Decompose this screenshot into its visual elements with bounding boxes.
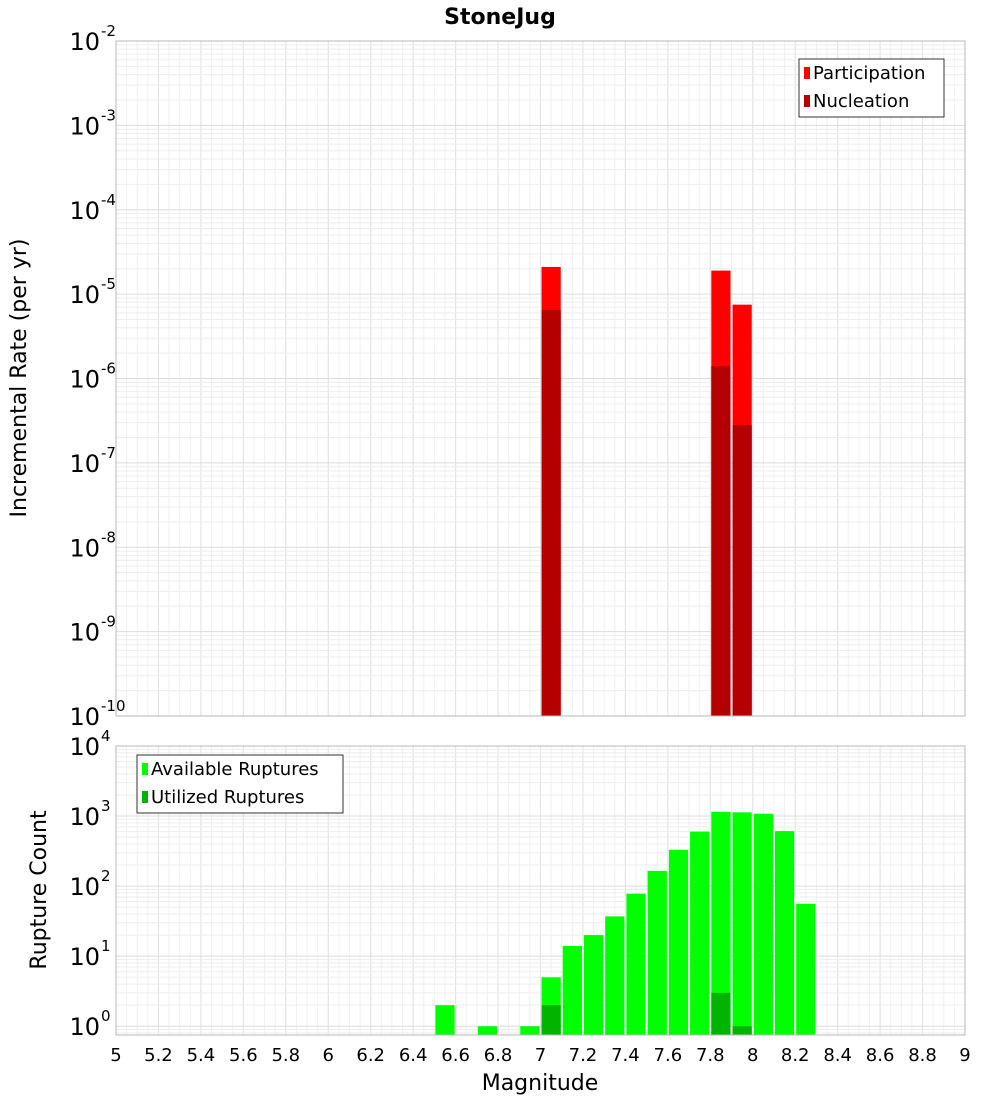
bar-available-ruptures (647, 870, 667, 1035)
y-tick-label: 10 (69, 197, 100, 225)
top-y-axis-label: Incremental Rate (per yr) (7, 239, 32, 518)
y-tick-label: 10 (69, 281, 100, 309)
y-tick-label: 10 (69, 28, 100, 56)
y-tick-exponent: -4 (101, 191, 116, 209)
x-tick-label: 6.8 (484, 1045, 513, 1066)
x-tick-label: 5 (110, 1045, 121, 1066)
y-tick-exponent: -6 (101, 360, 116, 378)
y-tick-label: 10 (69, 1013, 100, 1041)
y-tick-label: 10 (69, 112, 100, 140)
bar-available-ruptures (732, 812, 752, 1035)
bar-nucleation (732, 425, 752, 716)
x-tick-label: 5.2 (144, 1045, 173, 1066)
bar-nucleation (541, 309, 561, 716)
y-tick-exponent: -8 (101, 528, 116, 546)
y-tick-exponent: 2 (101, 867, 111, 885)
x-tick-label: 5.4 (187, 1045, 216, 1066)
bar-available-ruptures (668, 849, 689, 1035)
bar-available-ruptures (690, 831, 710, 1035)
legend-label: Participation (813, 63, 925, 84)
legend: Available Ruptures Utilized Ruptures (136, 754, 344, 814)
legend-swatch (142, 763, 148, 775)
x-axis-ticks: 5 5.2 5.4 5.6 5.8 6 6.2 6.4 6.6 6.8 7 7.2 7.4 7.6 7.8 8… (110, 1045, 970, 1066)
x-tick-label: 7.8 (696, 1045, 725, 1066)
y-tick-exponent: 4 (101, 727, 111, 745)
y-tick-label: 10 (69, 703, 100, 731)
x-tick-label: 7.2 (569, 1045, 598, 1066)
bar-available-ruptures (796, 903, 816, 1035)
bar-utilized-ruptures (541, 1005, 561, 1035)
bar-available-ruptures (774, 831, 795, 1035)
legend-swatch (804, 67, 810, 79)
legend-label: Nucleation (813, 91, 909, 112)
bottom-y-axis-label: Rupture Count (27, 810, 52, 970)
x-tick-label: 7.4 (611, 1045, 640, 1066)
legend-label: Utilized Ruptures (151, 787, 304, 808)
y-tick-label: 10 (69, 803, 100, 831)
y-tick-exponent: -3 (101, 106, 116, 124)
x-tick-label: 7.6 (654, 1045, 683, 1066)
bar-nucleation (711, 366, 731, 716)
x-tick-label: 8.8 (908, 1045, 937, 1066)
legend-box (798, 58, 945, 118)
legend-swatch (142, 791, 148, 803)
legend: Participation Nucleation (798, 58, 945, 118)
x-tick-label: 7 (535, 1045, 546, 1066)
x-tick-label: 6.2 (356, 1045, 385, 1066)
chart-title: StoneJug (444, 5, 556, 30)
y-tick-label: 10 (69, 873, 100, 901)
plot-frame (115, 745, 966, 1036)
y-tick-label: 10 (69, 733, 100, 761)
y-tick-exponent: 3 (101, 797, 111, 815)
x-tick-label: 5.6 (229, 1045, 258, 1066)
y-tick-label: 10 (69, 943, 100, 971)
y-tick-exponent: -5 (101, 275, 116, 293)
bar-available-ruptures (626, 893, 646, 1035)
x-tick-label: 8 (747, 1045, 758, 1066)
bar-available-ruptures (435, 1005, 455, 1035)
plot-frame (115, 40, 966, 717)
x-axis-label: Magnitude (482, 1071, 599, 1096)
y-tick-exponent: -7 (101, 444, 116, 462)
y-tick-exponent: -2 (101, 22, 116, 40)
bar-utilized-ruptures (711, 992, 731, 1035)
y-tick-label: 10 (69, 450, 100, 478)
y-tick-label: 10 (69, 619, 100, 647)
bar-available-ruptures (753, 813, 773, 1035)
bar-available-ruptures (477, 1026, 498, 1035)
y-tick-exponent: -9 (101, 613, 116, 631)
legend-label: Available Ruptures (151, 759, 319, 780)
bar-available-ruptures (562, 945, 582, 1035)
bar-available-ruptures (520, 1026, 540, 1035)
y-tick-exponent: 0 (101, 1007, 111, 1025)
x-tick-label: 6.4 (399, 1045, 428, 1066)
x-tick-label: 6.6 (441, 1045, 470, 1066)
y-tick-exponent: 1 (101, 937, 111, 955)
y-tick-exponent: -10 (101, 697, 126, 715)
bar-available-ruptures (605, 916, 625, 1035)
x-tick-label: 5.8 (271, 1045, 300, 1066)
legend-box (136, 754, 344, 814)
x-tick-label: 6 (323, 1045, 334, 1066)
x-tick-label: 9 (959, 1045, 970, 1066)
bar-utilized-ruptures (732, 1026, 752, 1035)
x-tick-label: 8.2 (781, 1045, 810, 1066)
y-tick-label: 10 (69, 366, 100, 394)
bar-available-ruptures (711, 811, 731, 1035)
y-tick-label: 10 (69, 534, 100, 562)
x-tick-label: 8.6 (866, 1045, 895, 1066)
bar-available-ruptures (583, 935, 604, 1035)
x-tick-label: 8.4 (823, 1045, 852, 1066)
legend-swatch (804, 95, 810, 107)
